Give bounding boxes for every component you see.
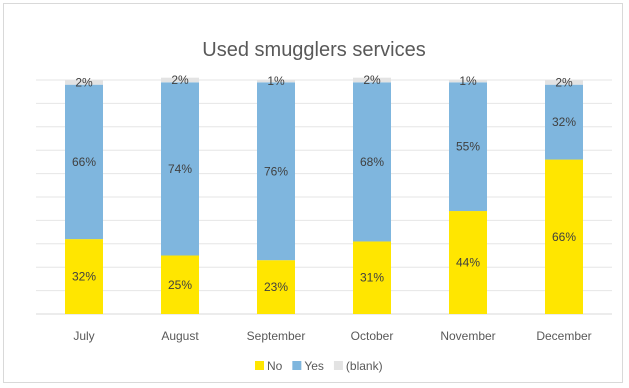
legend: No Yes (blank) bbox=[255, 359, 383, 373]
x-axis-ticks: July August September October November Decemb… bbox=[73, 329, 591, 343]
data-label: 2% bbox=[75, 75, 93, 89]
x-tick-label: August bbox=[161, 329, 199, 343]
data-label: 76% bbox=[264, 164, 288, 178]
bar-yes-august bbox=[161, 82, 199, 256]
x-tick-label: September bbox=[247, 329, 306, 343]
bar-no-september bbox=[257, 260, 295, 314]
data-label: 25% bbox=[168, 278, 192, 292]
bar-yes-december bbox=[545, 84, 583, 160]
gridlines bbox=[36, 79, 612, 315]
legend-swatch bbox=[255, 361, 264, 370]
data-label: 23% bbox=[264, 280, 288, 294]
data-label: 66% bbox=[552, 230, 576, 244]
data-label: 1% bbox=[459, 74, 477, 88]
data-label: 55% bbox=[456, 140, 480, 154]
data-label: 2% bbox=[171, 73, 189, 87]
x-tick-label: July bbox=[73, 329, 94, 343]
data-label: 2% bbox=[555, 75, 573, 89]
data-label: 1% bbox=[267, 74, 285, 88]
bar-blank-august bbox=[161, 77, 199, 83]
data-label: 2% bbox=[363, 73, 381, 87]
bar-yes-october bbox=[353, 82, 391, 242]
chart-canvas: Used smugglers services 32% 66% 2% 25% 74% 2%… bbox=[36, 39, 612, 373]
bar-yes-july bbox=[65, 84, 103, 240]
chart-area: Used smugglers services 32% 66% 2% 25% 74% 2%… bbox=[3, 3, 623, 383]
legend-swatch bbox=[333, 361, 343, 370]
data-label: 74% bbox=[168, 162, 192, 176]
data-labels: 32% 66% 2% 25% 74% 2% 23% 76% 1% 31% 68% 2% 44% 55% 1%… bbox=[72, 73, 576, 294]
bar-blank-october bbox=[353, 77, 391, 83]
bars bbox=[65, 77, 583, 314]
bar-yes-september bbox=[257, 82, 295, 261]
chart-title: Used smugglers services bbox=[202, 39, 425, 61]
bar-blank-december bbox=[545, 80, 583, 85]
data-label: 31% bbox=[360, 271, 384, 285]
data-label: 66% bbox=[72, 155, 96, 169]
bar-no-december bbox=[545, 159, 583, 314]
legend-label: Yes bbox=[304, 359, 324, 373]
x-tick-label: November bbox=[440, 329, 495, 343]
bar-yes-november bbox=[449, 82, 487, 212]
data-label: 68% bbox=[360, 155, 384, 169]
data-label: 32% bbox=[72, 270, 96, 284]
bar-no-october bbox=[353, 241, 391, 314]
x-tick-label: December bbox=[536, 329, 591, 343]
bar-no-july bbox=[65, 239, 103, 314]
data-label: 32% bbox=[552, 115, 576, 129]
legend-label: (blank) bbox=[346, 359, 383, 373]
legend-label: No bbox=[267, 359, 283, 373]
bar-blank-july bbox=[65, 80, 103, 85]
bar-blank-september bbox=[257, 80, 295, 83]
legend-swatch bbox=[292, 361, 302, 370]
data-label: 44% bbox=[456, 256, 480, 270]
bar-no-august bbox=[161, 255, 199, 314]
x-tick-label: October bbox=[351, 329, 394, 343]
bar-blank-november bbox=[449, 80, 487, 83]
bar-no-november bbox=[449, 211, 487, 314]
